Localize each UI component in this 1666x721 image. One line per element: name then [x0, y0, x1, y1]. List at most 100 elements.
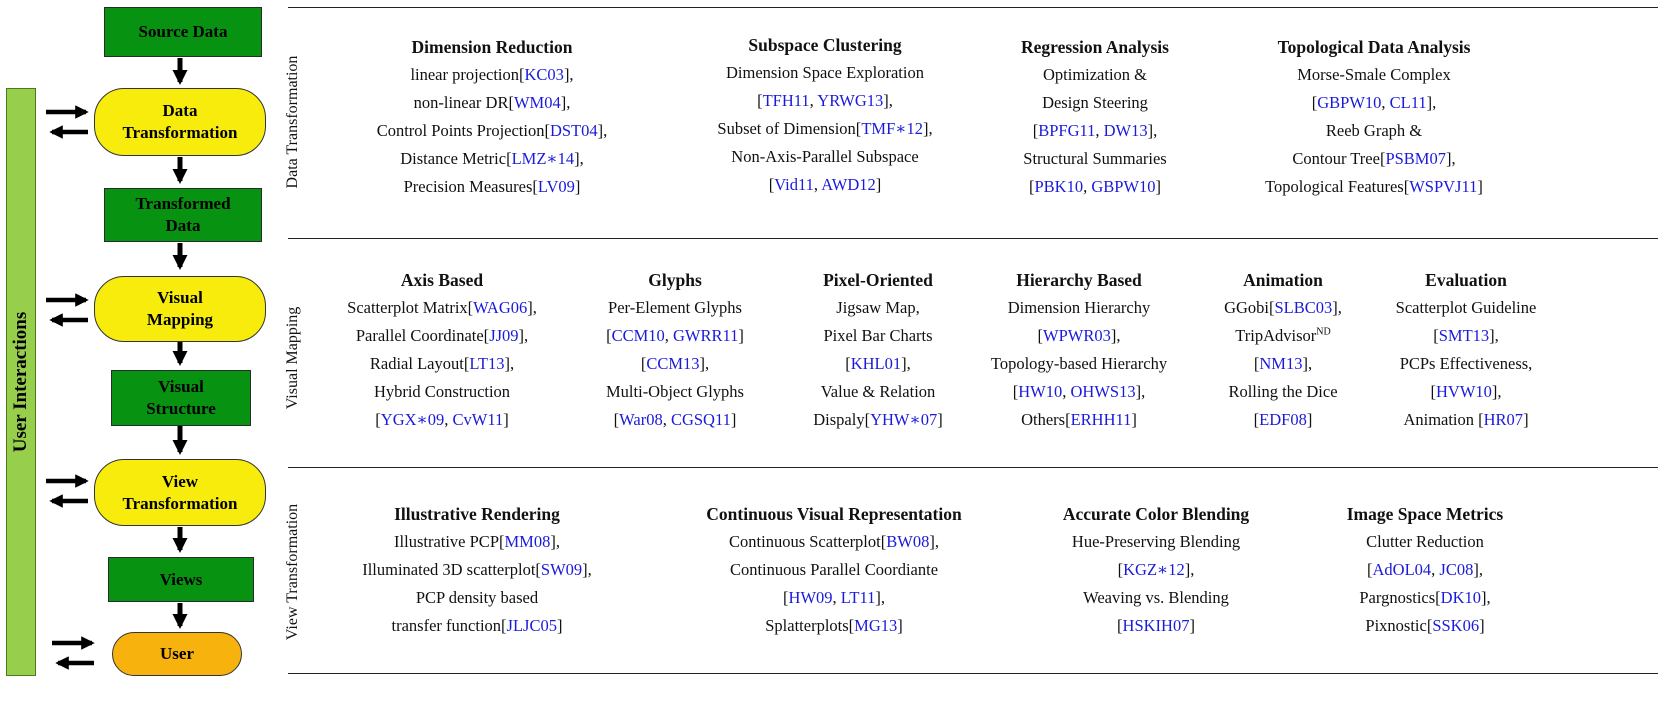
- citation-link[interactable]: JC08: [1439, 560, 1474, 579]
- transformed-data-box: Transformed Data: [104, 188, 262, 242]
- line-text: ],: [699, 354, 710, 373]
- citation-link[interactable]: ERHH11: [1070, 410, 1132, 429]
- category-line: [HVW10],: [1366, 378, 1566, 406]
- citation-link[interactable]: WM04: [513, 93, 561, 112]
- category-column: Glyphs Per-Element Glyphs [CCM10, GWRR11][…: [578, 266, 772, 434]
- citation-link[interactable]: PBK10: [1034, 177, 1084, 196]
- line-text: ]: [556, 616, 563, 635]
- citation-link[interactable]: YGX∗09: [380, 410, 445, 429]
- line-text: ,: [664, 326, 674, 345]
- line-text: [: [1117, 616, 1123, 635]
- line-text: ,: [1431, 560, 1440, 579]
- citation-link[interactable]: AWD12: [821, 175, 876, 194]
- citation-link[interactable]: SSK06: [1432, 616, 1480, 635]
- category-column: Dimension Reduction linear projection[KC0…: [302, 33, 682, 201]
- citation-link[interactable]: HSKIH07: [1122, 616, 1190, 635]
- citation-link[interactable]: WPWR03: [1043, 326, 1111, 345]
- line-text: ],: [527, 298, 537, 317]
- citation-link[interactable]: KC03: [524, 65, 564, 84]
- citation-link[interactable]: HW09: [788, 588, 833, 607]
- citation-link[interactable]: PSBM07: [1385, 149, 1446, 168]
- citation-link[interactable]: GBPW10: [1091, 177, 1156, 196]
- citation-link[interactable]: BPFG11: [1038, 121, 1096, 140]
- line-text: ,: [832, 588, 841, 607]
- citation-link[interactable]: SW09: [540, 560, 583, 579]
- line-text: ],: [929, 532, 939, 551]
- citation-link[interactable]: WAG06: [473, 298, 528, 317]
- node-label: Structure: [146, 399, 216, 418]
- line-text: Others[: [1021, 410, 1071, 429]
- line-text: ]: [1189, 616, 1195, 635]
- citation-link[interactable]: CCM10: [611, 326, 665, 345]
- citation-link[interactable]: Vid11: [774, 175, 814, 194]
- category-line: Pixel Bar Charts: [788, 322, 968, 350]
- user-interactions-bar: [6, 88, 36, 676]
- category-line: Scatterplot Matrix[WAG06],: [306, 294, 578, 322]
- line-text: [: [1311, 93, 1318, 112]
- citation-link[interactable]: EDF08: [1259, 410, 1307, 429]
- citation-link[interactable]: NM13: [1259, 354, 1303, 373]
- category-line: [YGX∗09, CvW11]: [306, 406, 578, 434]
- citation-link[interactable]: LMZ∗14: [511, 149, 575, 168]
- citation-link[interactable]: BW08: [886, 532, 930, 551]
- citation-link[interactable]: DST04: [549, 121, 598, 140]
- line-text: ,: [1062, 382, 1071, 401]
- citation-link[interactable]: KHL01: [850, 354, 902, 373]
- line-text: ]: [738, 326, 744, 345]
- citation-link[interactable]: MG13: [854, 616, 898, 635]
- category-line: Scatterplot Guideline: [1366, 294, 1566, 322]
- citation-link[interactable]: WSPVJ11: [1409, 177, 1478, 196]
- category-line: Hybrid Construction: [306, 378, 578, 406]
- citation-link[interactable]: TMF∗12: [861, 119, 923, 138]
- citation-link[interactable]: SMT13: [1438, 326, 1490, 345]
- citation-link[interactable]: YHW∗07: [870, 410, 938, 429]
- line-text: ],: [1473, 560, 1483, 579]
- citation-link[interactable]: GBPW10: [1317, 93, 1382, 112]
- node-label: Transformation: [122, 123, 238, 142]
- line-text: ],: [1110, 326, 1121, 345]
- citation-link[interactable]: CGSQ11: [670, 410, 731, 429]
- line-text: Radial Layout[: [369, 354, 470, 373]
- citation-link[interactable]: DW13: [1103, 121, 1148, 140]
- citation-link[interactable]: GWRR11: [673, 326, 739, 345]
- citation-link[interactable]: CvW11: [452, 410, 504, 429]
- citation-link[interactable]: HR07: [1483, 410, 1524, 429]
- section-label: Visual Mapping: [284, 306, 301, 410]
- citation-link[interactable]: LV09: [537, 177, 575, 196]
- citation-link[interactable]: LT11: [840, 588, 876, 607]
- category-line: Contour Tree[PSBM07],: [1218, 145, 1530, 173]
- citation-link[interactable]: MM08: [504, 532, 551, 551]
- category-line: Precision Measures[LV09]: [302, 173, 682, 201]
- line-text: Pixel Bar Charts: [823, 326, 933, 345]
- category-line: Hue-Preserving Blending: [1024, 528, 1288, 556]
- line-text: ],: [901, 354, 911, 373]
- citation-link[interactable]: SLBC03: [1274, 298, 1333, 317]
- line-text: ]: [574, 177, 581, 196]
- category-column: Subspace Clustering Dimension Space Explo…: [660, 31, 990, 199]
- citation-link[interactable]: AdOL04: [1372, 560, 1432, 579]
- line-text: [: [757, 91, 763, 110]
- line-text: ],: [922, 119, 933, 138]
- citation-link[interactable]: CCM13: [646, 354, 700, 373]
- citation-link[interactable]: CL11: [1389, 93, 1427, 112]
- category-line: linear projection[KC03],: [302, 61, 682, 89]
- category-heading: Topological Data Analysis: [1277, 37, 1471, 57]
- citation-link[interactable]: HVW10: [1435, 382, 1492, 401]
- line-text: Dimension Hierarchy: [1007, 298, 1151, 317]
- line-text: ,: [813, 175, 822, 194]
- category-line: Continuous Scatterplot[BW08],: [656, 528, 1012, 556]
- category-line: [SMT13],: [1366, 322, 1566, 350]
- divider: [288, 238, 1658, 239]
- citation-link[interactable]: TFH11: [762, 91, 810, 110]
- citation-link[interactable]: KGZ∗12: [1123, 560, 1185, 579]
- category-line: [HSKIH07]: [1024, 612, 1288, 640]
- citation-link[interactable]: LT13: [469, 354, 505, 373]
- citation-link[interactable]: War08: [619, 410, 663, 429]
- category-line: Illuminated 3D scatterplot[SW09],: [302, 556, 652, 584]
- citation-link[interactable]: HW10: [1018, 382, 1063, 401]
- citation-link[interactable]: OHWS13: [1070, 382, 1136, 401]
- citation-link[interactable]: JLJC05: [506, 616, 557, 635]
- citation-link[interactable]: YRWG13: [817, 91, 884, 110]
- citation-link[interactable]: JJ09: [489, 326, 519, 345]
- citation-link[interactable]: DK10: [1440, 588, 1481, 607]
